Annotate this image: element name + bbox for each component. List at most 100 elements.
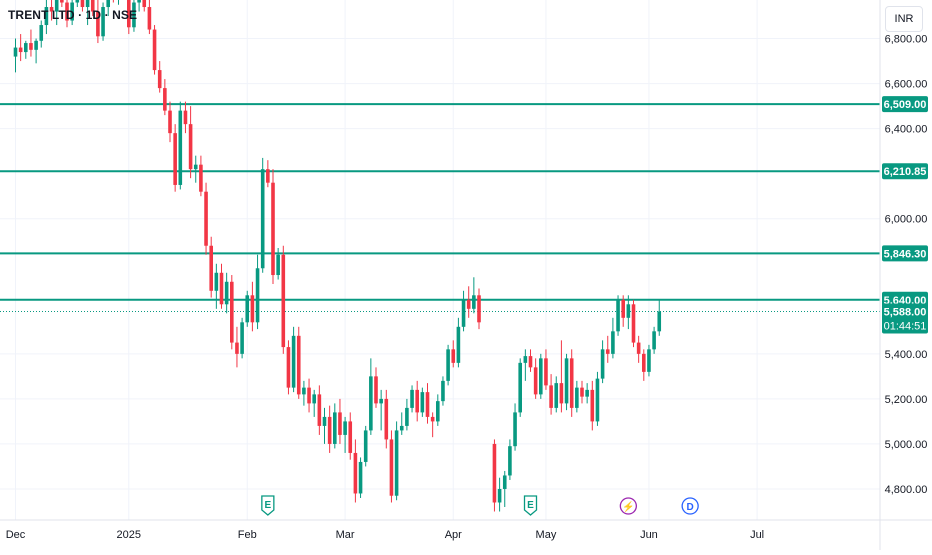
last-price-badge-bg bbox=[882, 303, 928, 334]
last-price-value: 5,588.00 bbox=[884, 307, 927, 319]
earnings-event-icon[interactable]: E bbox=[261, 495, 275, 516]
candle-body bbox=[564, 358, 569, 404]
candle-body bbox=[502, 475, 507, 489]
price-badge-text: 6,210.85 bbox=[884, 166, 927, 178]
candle-body bbox=[90, 0, 95, 12]
candle-body bbox=[446, 349, 450, 381]
candle-body bbox=[472, 295, 476, 309]
candle-body bbox=[363, 430, 368, 462]
candle-body bbox=[24, 43, 28, 53]
dividend-event-icon[interactable]: D bbox=[681, 497, 699, 515]
candle-body bbox=[600, 349, 605, 379]
candle-body bbox=[291, 335, 296, 388]
candle-body bbox=[539, 358, 543, 395]
candle-body bbox=[101, 7, 105, 37]
candles bbox=[13, 0, 662, 512]
candle-body bbox=[286, 347, 291, 388]
candle-body bbox=[157, 70, 162, 89]
candle-body bbox=[369, 376, 373, 431]
symbol-title: TRENT LTD · 1D · NSE bbox=[8, 8, 138, 22]
candle-body bbox=[312, 394, 316, 404]
candle-body bbox=[193, 164, 198, 170]
flash-event-icon[interactable]: ⚡ bbox=[619, 497, 637, 515]
candle-body bbox=[132, 2, 136, 28]
candle-body bbox=[296, 335, 301, 395]
candle-body bbox=[29, 43, 33, 50]
countdown-timer: 01:44:51 bbox=[884, 321, 927, 333]
candle-body bbox=[353, 452, 358, 494]
price-tick-label: 6,600.00 bbox=[885, 79, 928, 91]
candle-body bbox=[626, 304, 631, 318]
earnings-badge-shape bbox=[523, 495, 538, 516]
candle-body bbox=[60, 0, 64, 3]
dividend-letter: D bbox=[687, 502, 694, 513]
candle-body bbox=[384, 398, 389, 440]
candle-body bbox=[451, 349, 456, 363]
candle-body bbox=[492, 443, 497, 503]
candle-body bbox=[75, 0, 80, 3]
candle-body bbox=[642, 353, 646, 372]
candle-body bbox=[250, 295, 255, 323]
price-tick-label: 6,800.00 bbox=[885, 34, 928, 46]
candle-body bbox=[585, 389, 589, 397]
dividend-badge-shape bbox=[681, 497, 699, 515]
candle-body bbox=[54, 0, 59, 12]
event-markers: E E ⚡ D bbox=[261, 495, 699, 516]
candle-body bbox=[338, 412, 342, 435]
price-badge-bg bbox=[882, 163, 928, 180]
earnings-event-icon[interactable]: E bbox=[523, 495, 538, 516]
candle-body bbox=[348, 421, 353, 453]
candle-body bbox=[528, 356, 533, 368]
time-tick-label: Feb bbox=[238, 529, 257, 541]
candle-body bbox=[168, 110, 172, 134]
candle-body bbox=[173, 133, 177, 185]
horizontal-levels bbox=[0, 103, 880, 313]
candle-body bbox=[49, 7, 54, 12]
candle-body bbox=[70, 2, 74, 21]
candle-body bbox=[580, 387, 584, 397]
candle-body bbox=[616, 299, 620, 332]
price-badge-bg bbox=[882, 96, 928, 113]
currency-button[interactable]: INR bbox=[885, 6, 923, 32]
candle-body bbox=[533, 367, 538, 395]
last-price-badge: 5,588.00 01:44:51 bbox=[882, 303, 928, 334]
candle-body bbox=[204, 191, 208, 246]
candle-body bbox=[188, 124, 193, 170]
earnings-badge-shape bbox=[261, 495, 275, 516]
candle-body bbox=[410, 389, 414, 408]
candle-body bbox=[127, 0, 131, 28]
candle-body bbox=[276, 254, 280, 276]
time-tick-label: 2025 bbox=[117, 529, 141, 541]
candle-body bbox=[271, 182, 275, 276]
candle-body bbox=[214, 272, 219, 291]
candle-body bbox=[39, 25, 44, 41]
earnings-letter: E bbox=[265, 500, 272, 511]
candle-body bbox=[224, 281, 229, 305]
candle-body bbox=[621, 299, 625, 318]
candle-body bbox=[549, 385, 553, 408]
candle-body bbox=[235, 342, 239, 354]
candle-body bbox=[65, 2, 69, 21]
chart-grid bbox=[0, 0, 880, 520]
candle-body bbox=[137, 0, 141, 3]
candle-body bbox=[611, 331, 615, 354]
candle-body bbox=[394, 430, 399, 496]
candle-body bbox=[209, 245, 213, 291]
candle-body bbox=[652, 331, 656, 350]
candle-body bbox=[420, 392, 425, 413]
candle-body bbox=[590, 389, 595, 422]
candle-body bbox=[147, 7, 152, 30]
flash-letter: ⚡ bbox=[622, 500, 634, 513]
candle-body bbox=[163, 88, 167, 111]
candle-body bbox=[559, 383, 564, 404]
candle-body bbox=[595, 378, 600, 422]
time-tick-label: Dec bbox=[6, 529, 26, 541]
candle-body bbox=[327, 416, 332, 444]
candle-body bbox=[219, 272, 224, 305]
earnings-letter: E bbox=[527, 500, 534, 511]
candle-body bbox=[317, 394, 322, 426]
candle-body bbox=[389, 439, 394, 496]
